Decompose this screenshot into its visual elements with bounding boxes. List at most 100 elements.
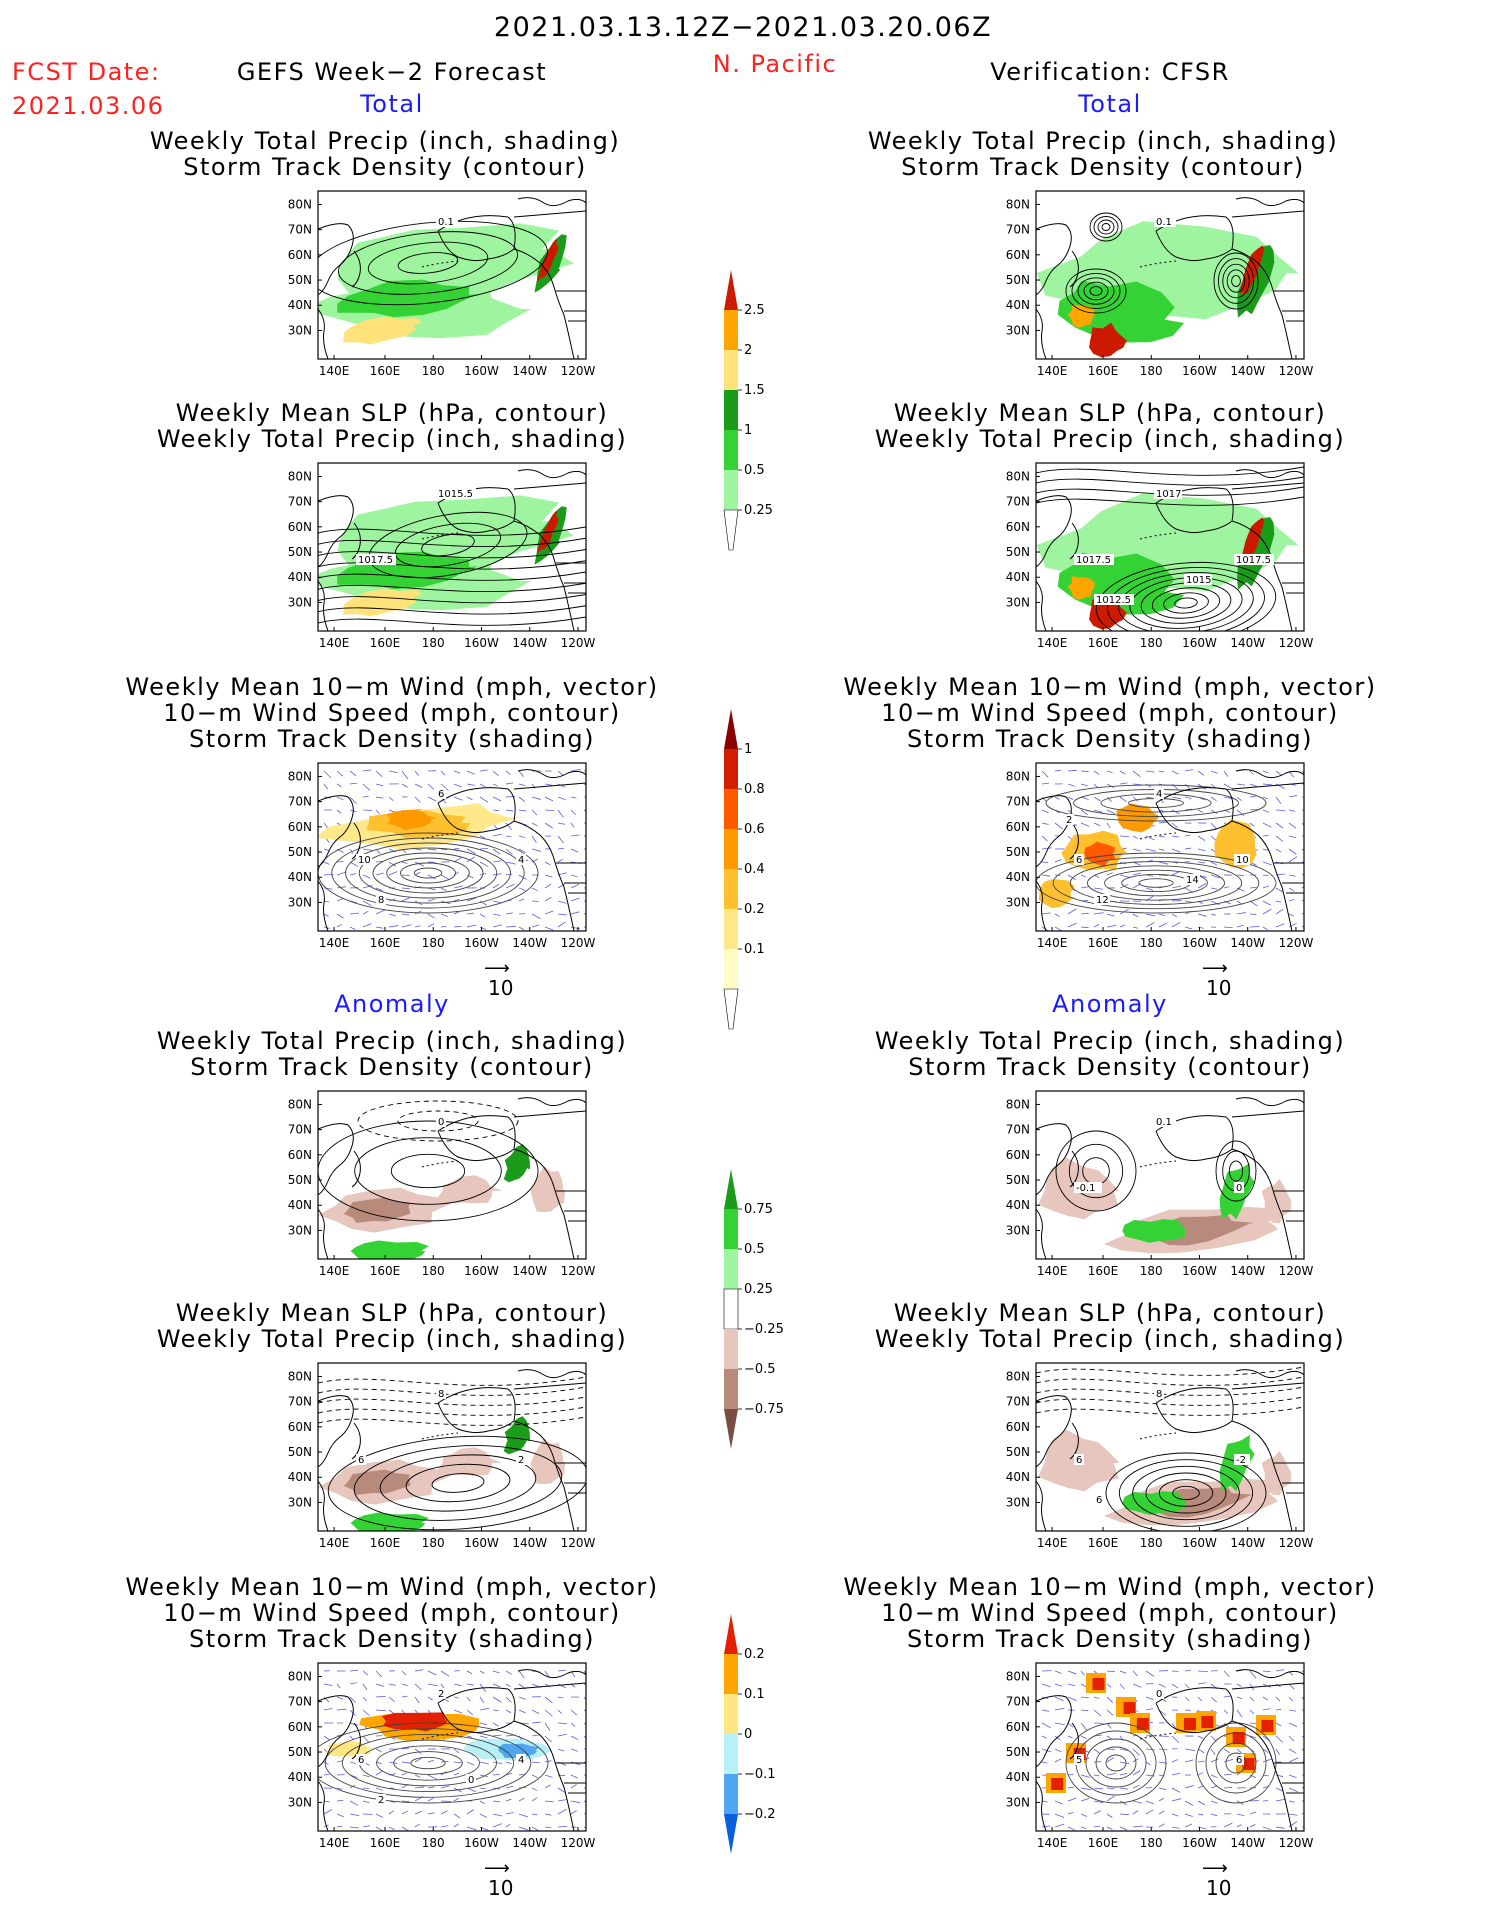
lon-label: 140W — [1230, 1836, 1265, 1850]
map-plot: 0.1 -0.1 0 — [1036, 1091, 1304, 1259]
wind-vector — [453, 1813, 461, 1819]
wind-vector — [427, 923, 435, 928]
contour-label: 14 — [1186, 875, 1199, 886]
wind-vector — [1210, 861, 1218, 866]
lat-label: 70N — [1006, 223, 1030, 237]
wind-vector — [1288, 795, 1297, 798]
wind-vector — [427, 1812, 435, 1815]
map-svg: 0 80N 70N 60N 50N 40N 30N 140E 160E 180 160W 140W 12… — [288, 1090, 595, 1278]
wind-vector — [583, 835, 586, 837]
coastline-arctic — [513, 1382, 586, 1390]
coastline-alaska — [437, 487, 516, 534]
wind-vector — [1210, 1758, 1219, 1763]
wind-vector — [1093, 887, 1104, 890]
wind-vector — [1223, 1758, 1234, 1763]
wind-vector — [1288, 1722, 1298, 1727]
wind-vector — [1054, 1683, 1063, 1687]
contour-label: 8 — [1156, 1389, 1162, 1400]
lon-label: 160W — [1182, 636, 1217, 650]
lon-label: 180 — [422, 1836, 445, 1850]
contour-line — [1107, 567, 1265, 631]
wind-vector — [323, 1735, 330, 1740]
wind-vector — [570, 874, 578, 878]
wind-vector — [1262, 1748, 1269, 1754]
contour-line — [1205, 1732, 1267, 1794]
wind-vector — [401, 783, 408, 788]
lon-label: 180 — [422, 1264, 445, 1278]
contour-line — [1129, 577, 1243, 629]
wind-vector — [518, 848, 526, 853]
wind-vector — [1106, 1773, 1117, 1776]
coastline-japan — [318, 580, 329, 631]
coastline-kamchatka — [1069, 1722, 1079, 1760]
wind-vector — [414, 1810, 422, 1815]
lon-label: 140E — [1037, 1264, 1068, 1278]
wind-vector — [479, 1761, 489, 1765]
colorbar-segment — [724, 1774, 738, 1814]
wind-vector — [1288, 1800, 1295, 1803]
wind-vector — [466, 1670, 473, 1675]
wind-vector — [1106, 1813, 1113, 1818]
wind-vector — [1223, 926, 1233, 929]
coastline-alaska — [437, 1115, 516, 1162]
wind-vector — [1158, 809, 1165, 812]
wind-vector — [349, 1800, 359, 1806]
wind-vector — [453, 1696, 459, 1699]
contour-line — [393, 1751, 463, 1775]
wind-vector — [570, 1709, 578, 1716]
wind-vector — [583, 900, 586, 902]
wind-vector — [362, 885, 373, 889]
coastline-arctic-islands — [1235, 1097, 1304, 1107]
coastline-arctic — [1231, 1682, 1304, 1690]
wind-vector — [427, 796, 437, 802]
contour-label: 4 — [518, 1755, 524, 1766]
wind-vector — [1171, 848, 1181, 853]
shading-region — [1122, 1219, 1187, 1243]
wind-vector — [1067, 783, 1076, 787]
wind-vector — [1197, 1813, 1204, 1816]
wind-vector — [1249, 822, 1255, 827]
wind-vector — [1262, 908, 1272, 915]
wind-vector — [479, 1774, 488, 1777]
wind-vector — [466, 912, 474, 915]
lon-label: 120W — [561, 1836, 596, 1850]
contour-line — [1086, 865, 1226, 901]
wind-vector — [544, 809, 555, 811]
wind-vector — [1275, 1748, 1280, 1755]
contour-label-bg — [1234, 1754, 1244, 1765]
coastline-japan — [1036, 1208, 1047, 1259]
contour-line — [413, 867, 443, 879]
contour-line — [318, 526, 586, 536]
coastline-alaska — [1155, 1115, 1234, 1162]
contour-label: 6 — [358, 1755, 364, 1766]
wind-vector — [1093, 822, 1101, 827]
lat-label: 80N — [1006, 769, 1030, 783]
wind-vector — [414, 925, 421, 928]
coastline-arctic — [513, 1682, 586, 1690]
contour-label: 0 — [1156, 1689, 1162, 1700]
wind-vector — [414, 1823, 420, 1828]
coastline-alaska — [437, 215, 516, 262]
contour-line — [1172, 1485, 1200, 1501]
wind-vector — [570, 1722, 576, 1727]
wind-vector — [440, 874, 450, 880]
wind-vector — [1210, 1696, 1217, 1703]
colorbar-segment — [724, 869, 738, 909]
contour-line — [318, 220, 548, 306]
wind-vector — [414, 1748, 422, 1754]
wind-vector — [1080, 1735, 1087, 1739]
wind-vector — [1145, 1696, 1154, 1701]
lat-label: 50N — [1006, 845, 1030, 859]
wind-vector — [1184, 796, 1192, 800]
contour-line — [1065, 1722, 1167, 1804]
panel-title: Weekly Mean 10−m Wind (mph, vector) 10−m … — [843, 673, 1377, 753]
wind-vector — [388, 770, 398, 774]
contour-label: 4 — [1156, 789, 1162, 800]
lon-label: 160W — [464, 636, 499, 650]
wind-vector — [544, 1826, 552, 1829]
wind-vector — [583, 1774, 586, 1776]
wind-vector — [1054, 1696, 1064, 1702]
wind-vector — [544, 796, 554, 802]
wind-vector — [1262, 1774, 1269, 1777]
wind-vector — [349, 796, 357, 805]
